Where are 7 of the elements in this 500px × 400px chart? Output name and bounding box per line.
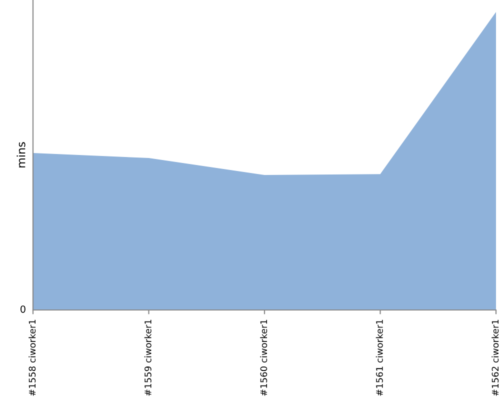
- x-tick-label: #1558 ciworker1: [28, 320, 36, 396]
- x-tick-label: #1561 ciworker1: [376, 320, 383, 396]
- y-axis-title: mins: [16, 142, 26, 168]
- text: 0: [20, 305, 26, 313]
- x-tick-label: #1560 ciworker1: [260, 320, 268, 396]
- x-tick-label: #1559 ciworker1: [144, 320, 152, 396]
- x-tick-label: #1562 ciworker1: [492, 320, 499, 396]
